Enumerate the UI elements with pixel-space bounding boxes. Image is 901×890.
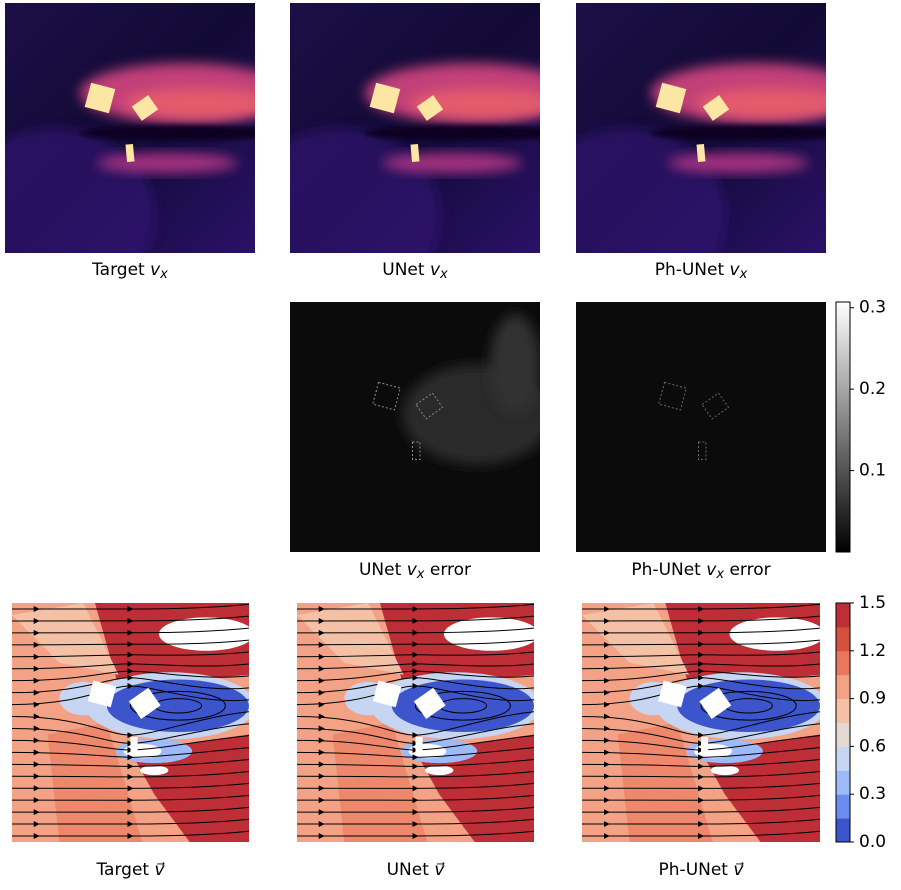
colorbar-band	[836, 723, 850, 747]
field-image	[526, 3, 861, 303]
caption: Target v⃗	[95, 860, 165, 880]
velocity-image	[297, 603, 541, 842]
colorbar-tick-label: 0.0	[859, 832, 886, 852]
caption-subscript: x	[439, 267, 448, 282]
caption-label: Target	[91, 260, 145, 280]
field-image	[0, 3, 290, 303]
colorbar-tick-label: 0.3	[859, 298, 886, 318]
caption-label: UNet	[382, 260, 425, 280]
colorbar-tick-label: 1.2	[859, 641, 886, 661]
colorbar-band	[836, 651, 850, 675]
colorbar-tick-label: 0.6	[859, 736, 886, 756]
caption: Ph-UNet vx error	[631, 560, 770, 582]
colorbar-band	[836, 603, 850, 627]
caption-suffix: error	[729, 560, 770, 580]
caption-label: Ph-UNet	[655, 260, 725, 280]
field-image	[240, 3, 575, 303]
caption-label: Target	[95, 860, 149, 880]
colorbar-band	[836, 627, 850, 651]
error-image	[576, 302, 826, 552]
caption: Target vx	[91, 260, 168, 282]
caption-subscript: x	[159, 267, 168, 282]
colorbar-tick-label: 1.5	[859, 593, 886, 613]
colorbar-band	[836, 770, 850, 794]
caption-symbol: v⃗	[154, 860, 165, 880]
colorbar-band	[836, 794, 850, 818]
caption-subscript: x	[416, 567, 425, 582]
caption-label: UNet	[387, 860, 430, 880]
figure: Target vx UNet vx Ph-UNet vx UNet vx error P…	[0, 0, 901, 886]
colorbar-tick-label: 0.2	[859, 379, 886, 399]
colorbar-band	[836, 675, 850, 699]
colorbar-tick-label: 0.3	[859, 784, 886, 804]
colorbar-band	[836, 699, 850, 723]
error-image	[290, 302, 553, 552]
colorbar-tick-label: 0.1	[859, 461, 886, 481]
caption-suffix: error	[430, 560, 471, 580]
caption: Ph-UNet v⃗	[659, 860, 745, 880]
caption-label: Ph-UNet	[659, 860, 729, 880]
colorbar-gradient	[836, 302, 850, 552]
velocity-image	[582, 603, 827, 842]
caption-subscript: x	[715, 567, 724, 582]
colorbar-tick-label: 0.9	[859, 689, 886, 709]
caption-label: UNet	[359, 560, 402, 580]
velocity-image	[12, 603, 256, 842]
colorbar-band	[836, 818, 850, 842]
caption: UNet v⃗	[387, 860, 446, 880]
caption: UNet vx error	[359, 560, 471, 582]
caption-subscript: x	[739, 267, 748, 282]
caption-symbol: v⃗	[434, 860, 445, 880]
caption-symbol: v⃗	[733, 860, 744, 880]
colorbar-band	[836, 746, 850, 770]
caption-label: Ph-UNet	[631, 560, 701, 580]
page: {"panels": [ {"caption": {"label": "Targ…	[0, 0, 901, 886]
caption: UNet vx	[382, 260, 448, 282]
caption: Ph-UNet vx	[655, 260, 748, 282]
